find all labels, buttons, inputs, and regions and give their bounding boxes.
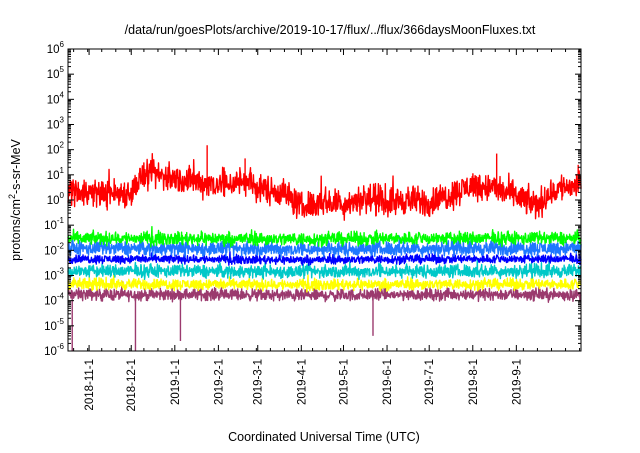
y-tick-label: 102 [47,141,65,157]
y-tick-label: 101 [47,166,65,182]
chart-title: /data/run/goesPlots/archive/2019-10-17/f… [125,23,536,37]
series-6 [67,145,582,221]
y-axis-label-rest: -s-sr-MeV [9,138,23,194]
y-tick-label: 104 [47,90,65,106]
series-0 [67,280,582,351]
series-3 [67,250,582,266]
x-tick-label: 2019-8-1 [468,359,480,405]
x-axis-label: Coordinated Universal Time (UTC) [228,430,420,444]
series-line [67,273,582,293]
series-4 [67,234,582,259]
series-line [67,234,582,259]
y-tick-label: 106 [47,40,65,56]
x-tick-label: 2019-2-1 [213,359,225,405]
x-tick-label: 2019-7-1 [424,359,436,405]
series-5 [67,226,582,248]
x-tick-label: 2019-3-1 [253,359,265,405]
x-tick-label: 2018-11-1 [84,359,96,411]
y-tick-label: 10-2 [44,241,64,257]
y-axis-label: protons/cm2-s-sr-MeV [7,138,23,260]
y-tick-label: 103 [47,116,65,132]
y-axis-label-sup: 2 [7,194,17,199]
y-axis-label-main: protons/cm [9,199,23,261]
x-tick-label: 2019-5-1 [338,359,350,405]
y-tick-label: 10-3 [44,267,64,283]
y-tick-label: 10-4 [44,292,64,308]
x-tick-label: 2019-6-1 [382,359,394,405]
x-tick-label: 2018-12-1 [126,359,138,411]
x-tick-label: 2019-4-1 [296,359,308,405]
series-line [67,280,582,303]
series-layer [67,145,582,351]
y-tick-label: 100 [47,191,65,207]
series-line [67,226,582,248]
x-tick-label: 2019-9-1 [511,359,523,405]
y-axis: 10-6 10-5 10-4 10-3 10-2 10-1 100 101 102 103 104 1… [44,40,581,358]
series-2 [67,258,582,281]
x-axis: 2018-11-1 2018-12-1 2019-1-1 2019-2-1 2019-3… [73,49,581,411]
series-line [67,258,582,281]
y-tick-label: 10-5 [44,317,64,333]
series-1 [67,273,582,293]
y-tick-label: 105 [47,65,65,81]
series-line [67,153,582,221]
x-tick-label: 2019-1-1 [170,359,182,405]
y-tick-label: 10-6 [44,342,64,358]
series-line [67,250,582,266]
y-tick-label: 10-1 [44,216,64,232]
